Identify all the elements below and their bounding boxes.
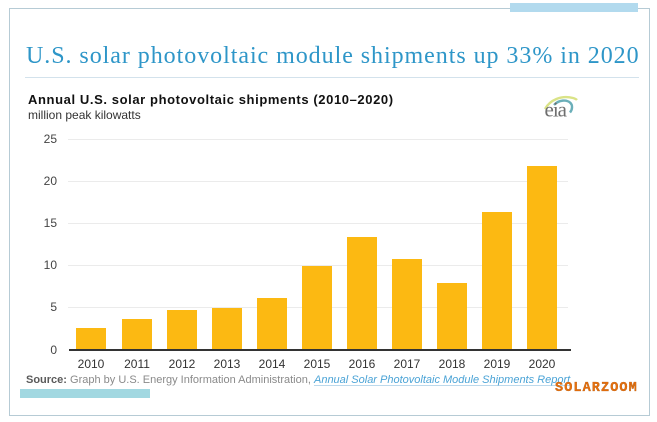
svg-text:eia: eia [545,98,568,122]
